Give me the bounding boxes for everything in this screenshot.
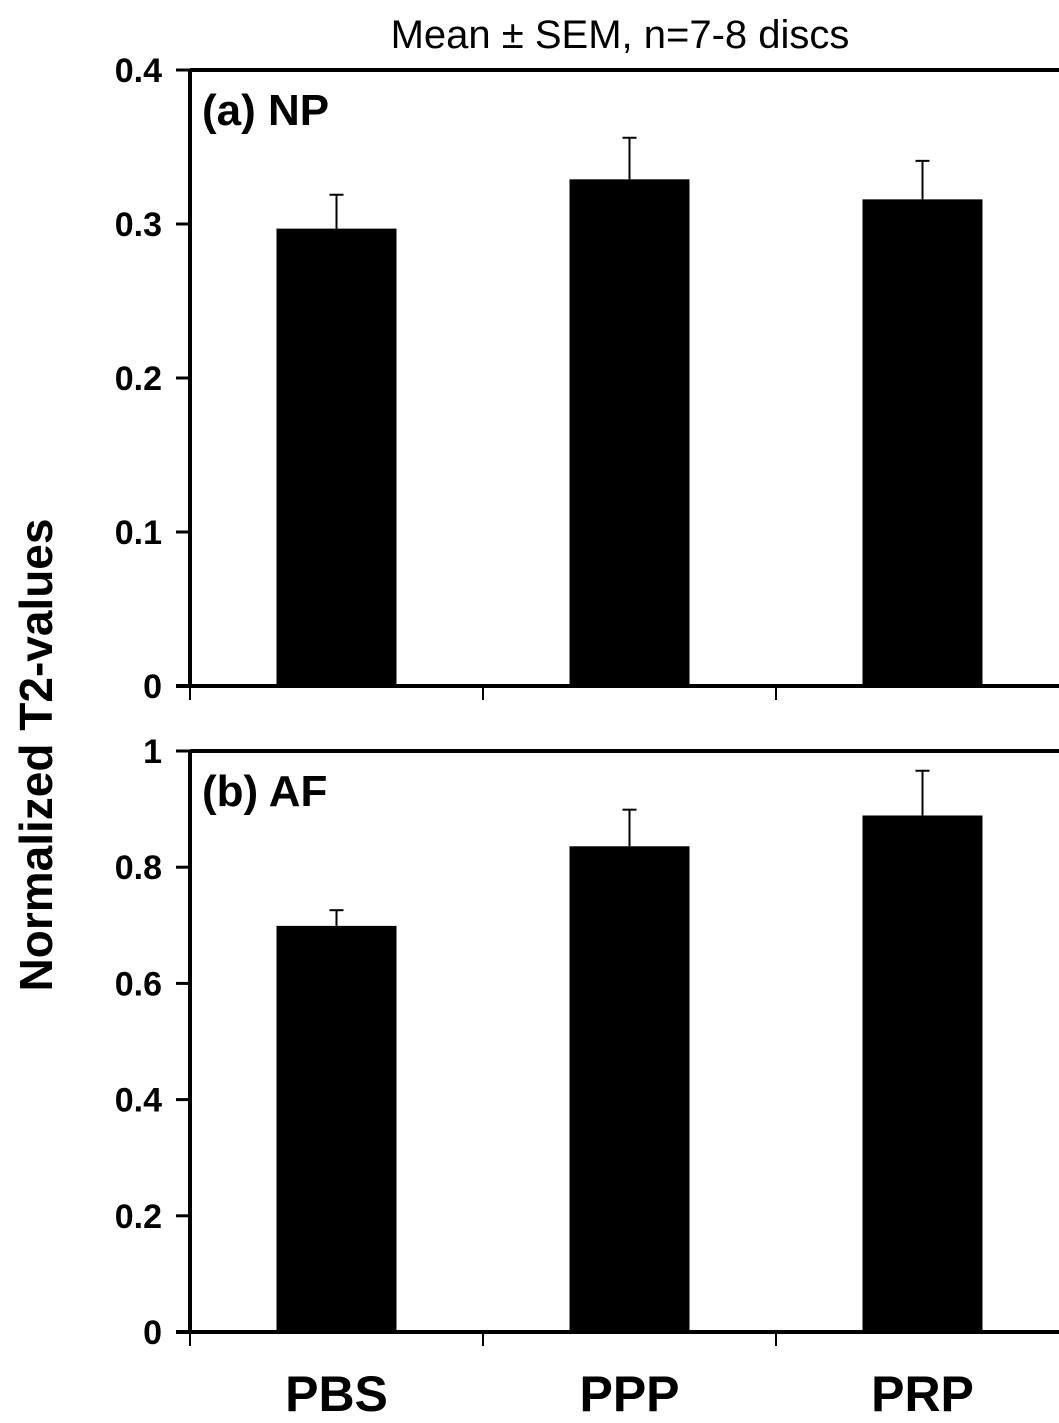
panel-b: 0 0.2 0.4 0.6 0.8 1 (b) AF: [115, 733, 1059, 1352]
panel-label: (b) AF: [202, 767, 327, 816]
panels: 0 0.1 0.2 0.3 0.4 (a) NP 0 0.2 0.4 0.6 0.8 1 (b) AF P…: [115, 52, 1059, 1422]
y-tick-label: 0.4: [115, 1082, 162, 1120]
bar-pbs: [276, 228, 397, 686]
chart-title: Mean ± SEM, n=7-8 discs: [391, 13, 850, 57]
bar-ppp: [569, 846, 690, 1332]
panel-a: 0 0.1 0.2 0.3 0.4 (a) NP: [115, 52, 1059, 706]
y-tick-label: 0.3: [115, 206, 162, 244]
x-tick-label-prp: PRP: [871, 1366, 974, 1418]
y-tick-label: 0: [143, 1314, 162, 1352]
y-tick-label: 0.2: [115, 360, 162, 398]
y-axis-label: Normalized T2-values: [10, 519, 62, 992]
y-tick-label: 0.4: [115, 52, 162, 90]
y-tick-label: 0: [143, 668, 162, 706]
x-tick-label-ppp: PPP: [579, 1366, 679, 1418]
y-tick-label: 0.2: [115, 1198, 162, 1236]
y-tick-label: 0.6: [115, 965, 162, 1003]
bar-prp: [862, 199, 983, 687]
bar-pbs: [276, 925, 397, 1332]
x-tick-label-pbs: PBS: [285, 1366, 388, 1418]
bar-ppp: [569, 179, 690, 686]
y-tick-label: 1: [143, 733, 162, 771]
panel-label: (a) NP: [202, 86, 329, 135]
y-tick-label: 0.8: [115, 849, 162, 887]
y-tick-label: 0.1: [115, 514, 162, 552]
bar-prp: [862, 815, 983, 1332]
